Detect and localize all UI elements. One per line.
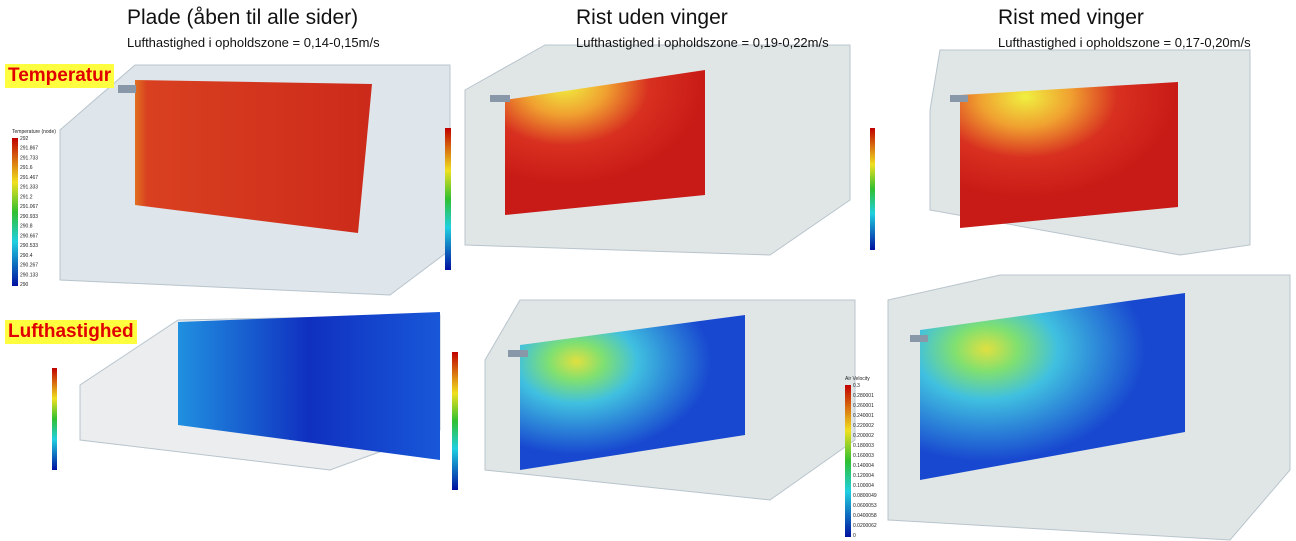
colorbar-tick-label: 0.240001 [853, 413, 874, 419]
column-subtitle: Lufthastighed i opholdszone = 0,19-0,22m… [576, 35, 829, 50]
colorbar-title: Temperature (node) [12, 129, 56, 135]
colorbar-tick-label: 291.333 [20, 185, 38, 191]
colorbar-tick-label: 290.667 [20, 233, 38, 239]
colorbar-tick-label: 0.0600053 [853, 503, 877, 509]
colorbar-tick-label: 290.267 [20, 263, 38, 269]
colorbar-tick-label: 290 [20, 282, 29, 288]
colorbar-tick-label: 291.067 [20, 204, 38, 210]
colorbar-tick-label: 0.220002 [853, 423, 874, 429]
column-title: Plade (åben til alle sider) [127, 6, 358, 30]
column-title: Rist med vinger [998, 6, 1144, 30]
figure: Temperature (node)292 291.867 291.733 291.6… [0, 0, 1296, 541]
row-label: Temperatur [5, 64, 114, 88]
colorbar-tick-label: 0.0400058 [853, 513, 877, 519]
colorbar-tick-label: 290.4 [20, 253, 33, 259]
colorbar-title: Air Velocity [845, 376, 870, 382]
colorbar-tick-label: 290.8 [20, 224, 33, 230]
colorbar-tick-label: 291.6 [20, 165, 33, 171]
colorbar-tick-label: 0.0200062 [853, 523, 877, 529]
colorbar-tick-label: 292 [20, 136, 29, 142]
colorbar-tick-label: 291.2 [20, 194, 33, 200]
colorbar-tick-label: 0.0800049 [853, 493, 877, 499]
colorbar-tick-label: 291.733 [20, 155, 38, 161]
colorbar-tick-label: 290.933 [20, 214, 38, 220]
colorbar-tick-label: 0.180003 [853, 443, 874, 449]
colorbar-tick-label: 291.467 [20, 175, 38, 181]
column-title: Rist uden vinger [576, 6, 728, 30]
colorbar-tick-label: 0.160003 [853, 453, 874, 459]
colorbar-tick-label: 0.3 [853, 383, 860, 389]
colorbar-tick-label: 0.120004 [853, 473, 874, 479]
colorbar-tick-label: 0.200002 [853, 433, 874, 439]
colorbar-tick-label: 291.867 [20, 146, 38, 152]
colorbar-tick-label: 0.140004 [853, 463, 874, 469]
page: Temperature (node)292 291.867 291.733 291.6… [0, 0, 1296, 541]
colorbar-tick-label: 290.133 [20, 272, 38, 278]
row-label: Lufthastighed [5, 320, 137, 344]
colorbar-tick-label: 0.260001 [853, 403, 874, 409]
colorbar-tick-label: 0.100004 [853, 483, 874, 489]
colorbar-tick-label: 0.280001 [853, 393, 874, 399]
colorbar-tick-label: 0 [853, 533, 856, 539]
column-subtitle: Lufthastighed i opholdszone = 0,14-0,15m… [127, 35, 380, 50]
colorbar-tick-label: 290.533 [20, 243, 38, 249]
column-subtitle: Lufthastighed i opholdszone = 0,17-0,20m… [998, 35, 1251, 50]
